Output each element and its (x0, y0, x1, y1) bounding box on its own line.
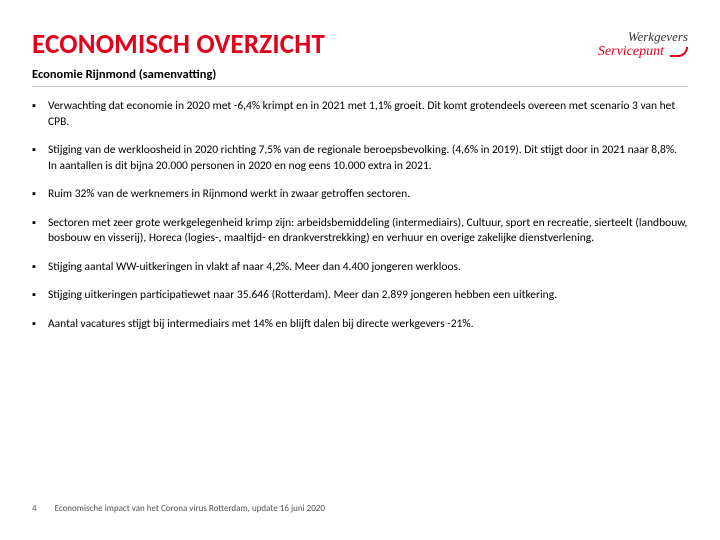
slide-container: ECONOMISCH OVERZICHT Werkgevers Servicep… (0, 0, 720, 540)
list-item: Aantal vacatures stijgt bij intermediair… (32, 317, 688, 333)
page-number: 4 (32, 503, 37, 514)
page-title: ECONOMISCH OVERZICHT (32, 28, 325, 61)
section-subtitle: Economie Rijnmond (samenvatting) (32, 67, 688, 87)
logo-bottom-text: Servicepunt (598, 45, 664, 59)
list-item: Stijging aantal WW-uitkeringen in vlakt … (32, 260, 688, 276)
logo-top-text: Werkgevers (598, 30, 688, 43)
header-row: ECONOMISCH OVERZICHT Werkgevers Servicep… (32, 28, 688, 61)
list-item: Verwachting dat economie in 2020 met -6,… (32, 99, 688, 130)
logo-bottom-row: Servicepunt (598, 45, 688, 59)
bullet-list: Verwachting dat economie in 2020 met -6,… (32, 99, 688, 332)
logo-swoosh-icon (670, 47, 688, 57)
logo: Werkgevers Servicepunt (598, 28, 688, 59)
slide-footer: 4 Economische impact van het Corona viru… (32, 503, 325, 514)
footer-caption: Economische impact van het Corona virus … (55, 503, 325, 514)
list-item: Ruim 32% van de werknemers in Rijnmond w… (32, 187, 688, 203)
list-item: Sectoren met zeer grote werkgelegenheid … (32, 216, 688, 247)
list-item: Stijging van de werkloosheid in 2020 ric… (32, 143, 688, 174)
list-item: Stijging uitkeringen participatiewet naa… (32, 288, 688, 304)
